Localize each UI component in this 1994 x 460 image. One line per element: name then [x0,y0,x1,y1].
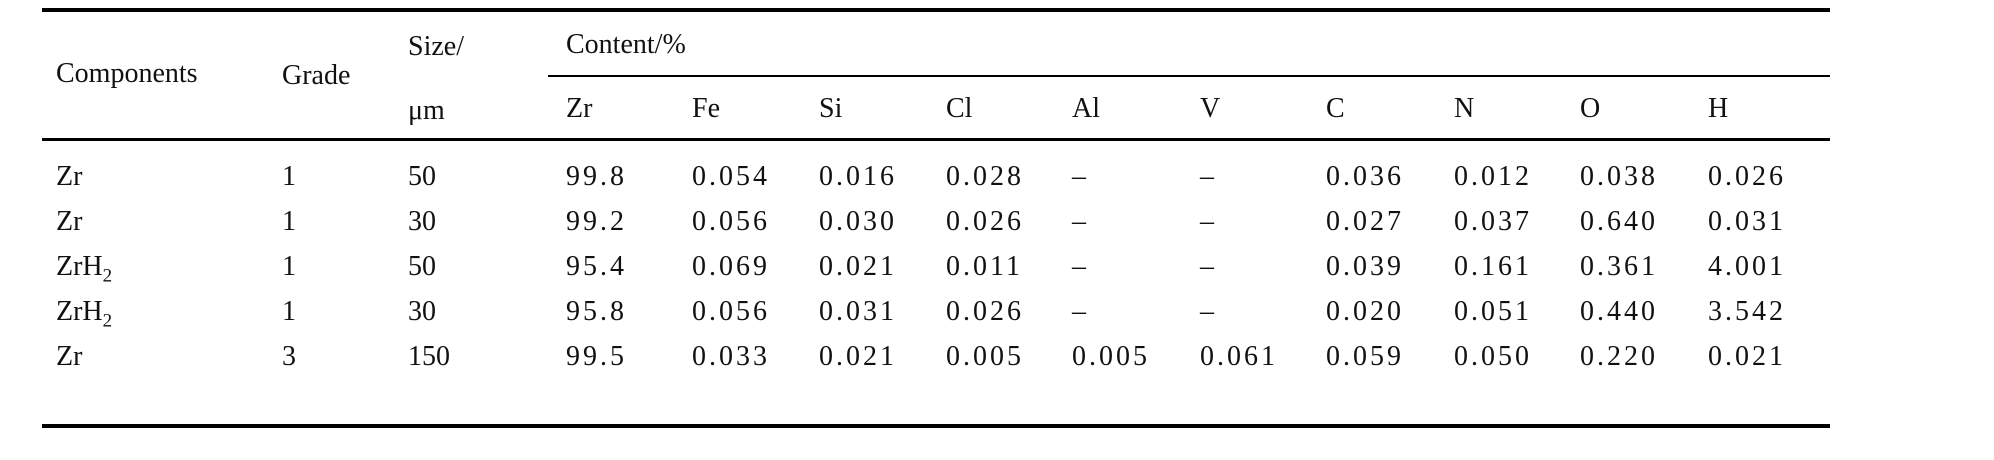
cell-value-v: – [1200,206,1217,237]
cell-value-n: 0.161 [1454,251,1532,282]
cell-value-zr: 99.8 [566,161,627,192]
header-element-v: V [1200,93,1221,124]
component-formula: ZrH [56,251,103,282]
cell-grade: 1 [282,251,296,282]
cell-value-zr: 99.2 [566,206,627,237]
header-size-unit: μm [408,95,445,126]
cell-value-si: 0.030 [819,206,897,237]
header-element-c: C [1326,93,1345,124]
cell-value-o: 0.440 [1580,296,1658,327]
cell-value-o: 0.640 [1580,206,1658,237]
cell-value-v: – [1200,296,1217,327]
cell-value-fe: 0.056 [692,206,770,237]
cell-value-fe: 0.033 [692,341,770,372]
header-element-zr: Zr [566,93,593,124]
cell-value-cl: 0.011 [946,251,1023,282]
header-element-cl: Cl [946,93,973,124]
header-element-h: H [1708,93,1729,124]
cell-value-zr: 95.4 [566,251,627,282]
cell-value-c: 0.027 [1326,206,1404,237]
cell-component: Zr [56,340,82,374]
table-top-rule [42,8,1830,12]
cell-value-fe: 0.054 [692,161,770,192]
cell-value-n: 0.051 [1454,296,1532,327]
component-formula: Zr [56,206,83,237]
cell-component: Zr [56,160,82,194]
cell-value-c: 0.059 [1326,341,1404,372]
header-grade: Grade [282,60,351,91]
cell-value-zr: 95.8 [566,296,627,327]
cell-value-h: 0.021 [1708,341,1786,372]
cell-value-o: 0.220 [1580,341,1658,372]
cell-value-al: – [1072,251,1089,282]
header-components: Components [56,58,198,89]
cell-grade: 3 [282,341,296,372]
cell-value-n: 0.037 [1454,206,1532,237]
cell-component: ZrH2 [56,295,112,339]
cell-value-si: 0.031 [819,296,897,327]
header-element-n: N [1454,93,1475,124]
cell-grade: 1 [282,296,296,327]
component-subscript: 2 [102,265,113,287]
component-formula: ZrH [56,296,103,327]
cell-value-c: 0.036 [1326,161,1404,192]
cell-value-cl: 0.005 [946,341,1024,372]
cell-component: Zr [56,205,82,239]
cell-size: 50 [408,161,436,192]
cell-value-h: 3.542 [1708,296,1786,327]
cell-value-o: 0.361 [1580,251,1658,282]
cell-value-al: – [1072,296,1089,327]
cell-size: 50 [408,251,436,282]
cell-value-h: 0.026 [1708,161,1786,192]
cell-value-n: 0.050 [1454,341,1532,372]
component-subscript: 2 [102,310,113,332]
cell-value-o: 0.038 [1580,161,1658,192]
cell-value-c: 0.020 [1326,296,1404,327]
cell-grade: 1 [282,206,296,237]
cell-value-si: 0.021 [819,251,897,282]
cell-value-cl: 0.028 [946,161,1024,192]
cell-value-cl: 0.026 [946,206,1024,237]
cell-value-n: 0.012 [1454,161,1532,192]
cell-value-v: – [1200,161,1217,192]
cell-value-c: 0.039 [1326,251,1404,282]
cell-value-v: – [1200,251,1217,282]
cell-size: 150 [408,341,450,372]
cell-value-si: 0.016 [819,161,897,192]
header-element-o: O [1580,93,1601,124]
header-element-al: Al [1072,93,1100,124]
header-element-fe: Fe [692,93,720,124]
cell-value-zr: 99.5 [566,341,627,372]
cell-value-si: 0.021 [819,341,897,372]
cell-value-al: – [1072,206,1089,237]
cell-value-v: 0.061 [1200,341,1278,372]
cell-value-fe: 0.069 [692,251,770,282]
cell-component: ZrH2 [56,250,112,294]
cell-value-h: 4.001 [1708,251,1786,282]
header-size-line1: Size/ [408,31,464,62]
cell-grade: 1 [282,161,296,192]
table-bottom-rule [42,424,1830,428]
component-formula: Zr [56,341,83,372]
cell-value-cl: 0.026 [946,296,1024,327]
header-bottom-rule [42,138,1830,141]
cell-value-fe: 0.056 [692,296,770,327]
cell-value-h: 0.031 [1708,206,1786,237]
cell-size: 30 [408,206,436,237]
cell-value-al: 0.005 [1072,341,1150,372]
header-element-si: Si [819,93,843,124]
cell-size: 30 [408,296,436,327]
composition-table: Components Grade Size/ μm Content/% Zr F… [42,8,1830,428]
component-formula: Zr [56,161,83,192]
header-content: Content/% [566,29,686,60]
cell-value-al: – [1072,161,1089,192]
content-header-rule [548,75,1830,77]
